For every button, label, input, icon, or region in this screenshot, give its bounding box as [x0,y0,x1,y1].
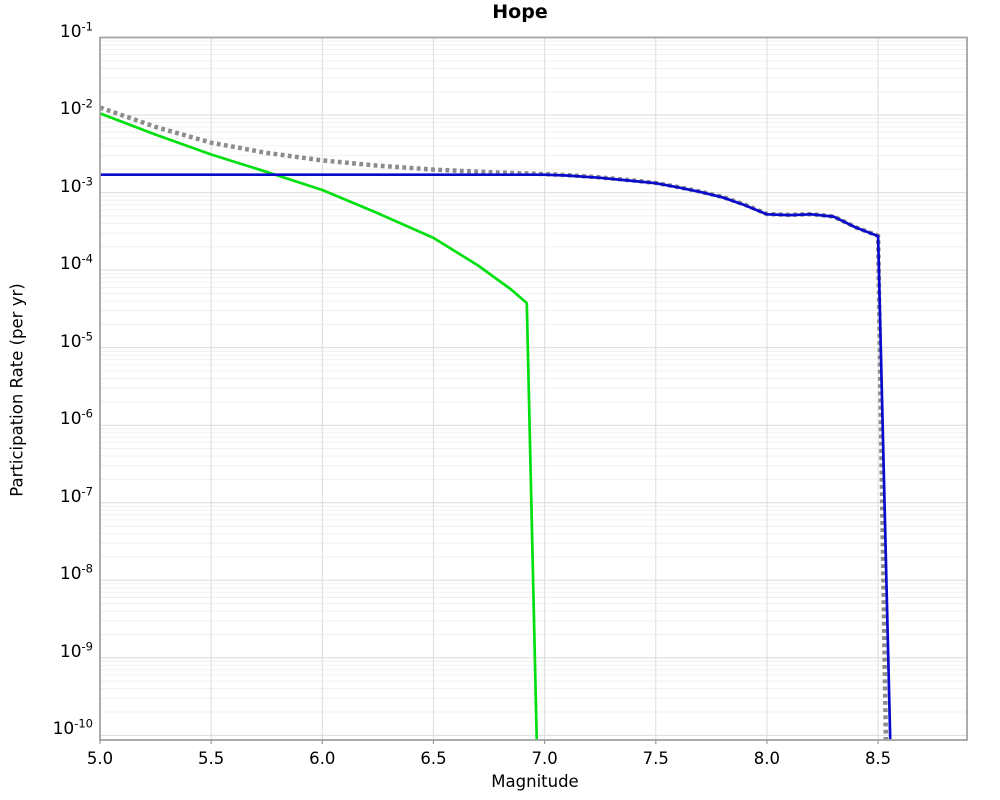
y-tick-label: 10-5 [59,328,93,352]
x-tick-marks [99,740,879,744]
y-axis-title: Participation Rate (per yr) [7,283,27,497]
y-tick-label: 10-8 [59,561,93,585]
chart-title: Hope [492,1,548,23]
plot-border [99,36,968,741]
y-tick-label: 10-2 [59,96,93,120]
x-tick-label: 7.5 [642,749,669,768]
y-tick-label: 10-7 [59,484,93,507]
y-tick-label: 10-1 [59,18,93,42]
y-tick-label: 10-6 [59,406,93,430]
x-tick-label: 7.0 [531,749,558,768]
green-curve [100,112,539,740]
y-tick-label: 10-3 [59,173,93,197]
series-layer [100,105,892,740]
x-tick-label: 8.0 [753,749,781,768]
x-axis-title: Magnitude [491,772,579,791]
x-tick-label: 5.0 [86,749,114,768]
y-tick-label: 10-4 [59,251,93,275]
x-tick-label: 6.5 [420,749,447,768]
y-tick-label: 10-10 [52,716,93,740]
x-tick-label: 8.5 [864,749,892,768]
x-tick-label: 5.5 [198,749,225,768]
x-tick-label: 6.0 [309,749,336,768]
blue-curve [100,173,892,740]
y-tick-label: 10-9 [59,639,93,662]
